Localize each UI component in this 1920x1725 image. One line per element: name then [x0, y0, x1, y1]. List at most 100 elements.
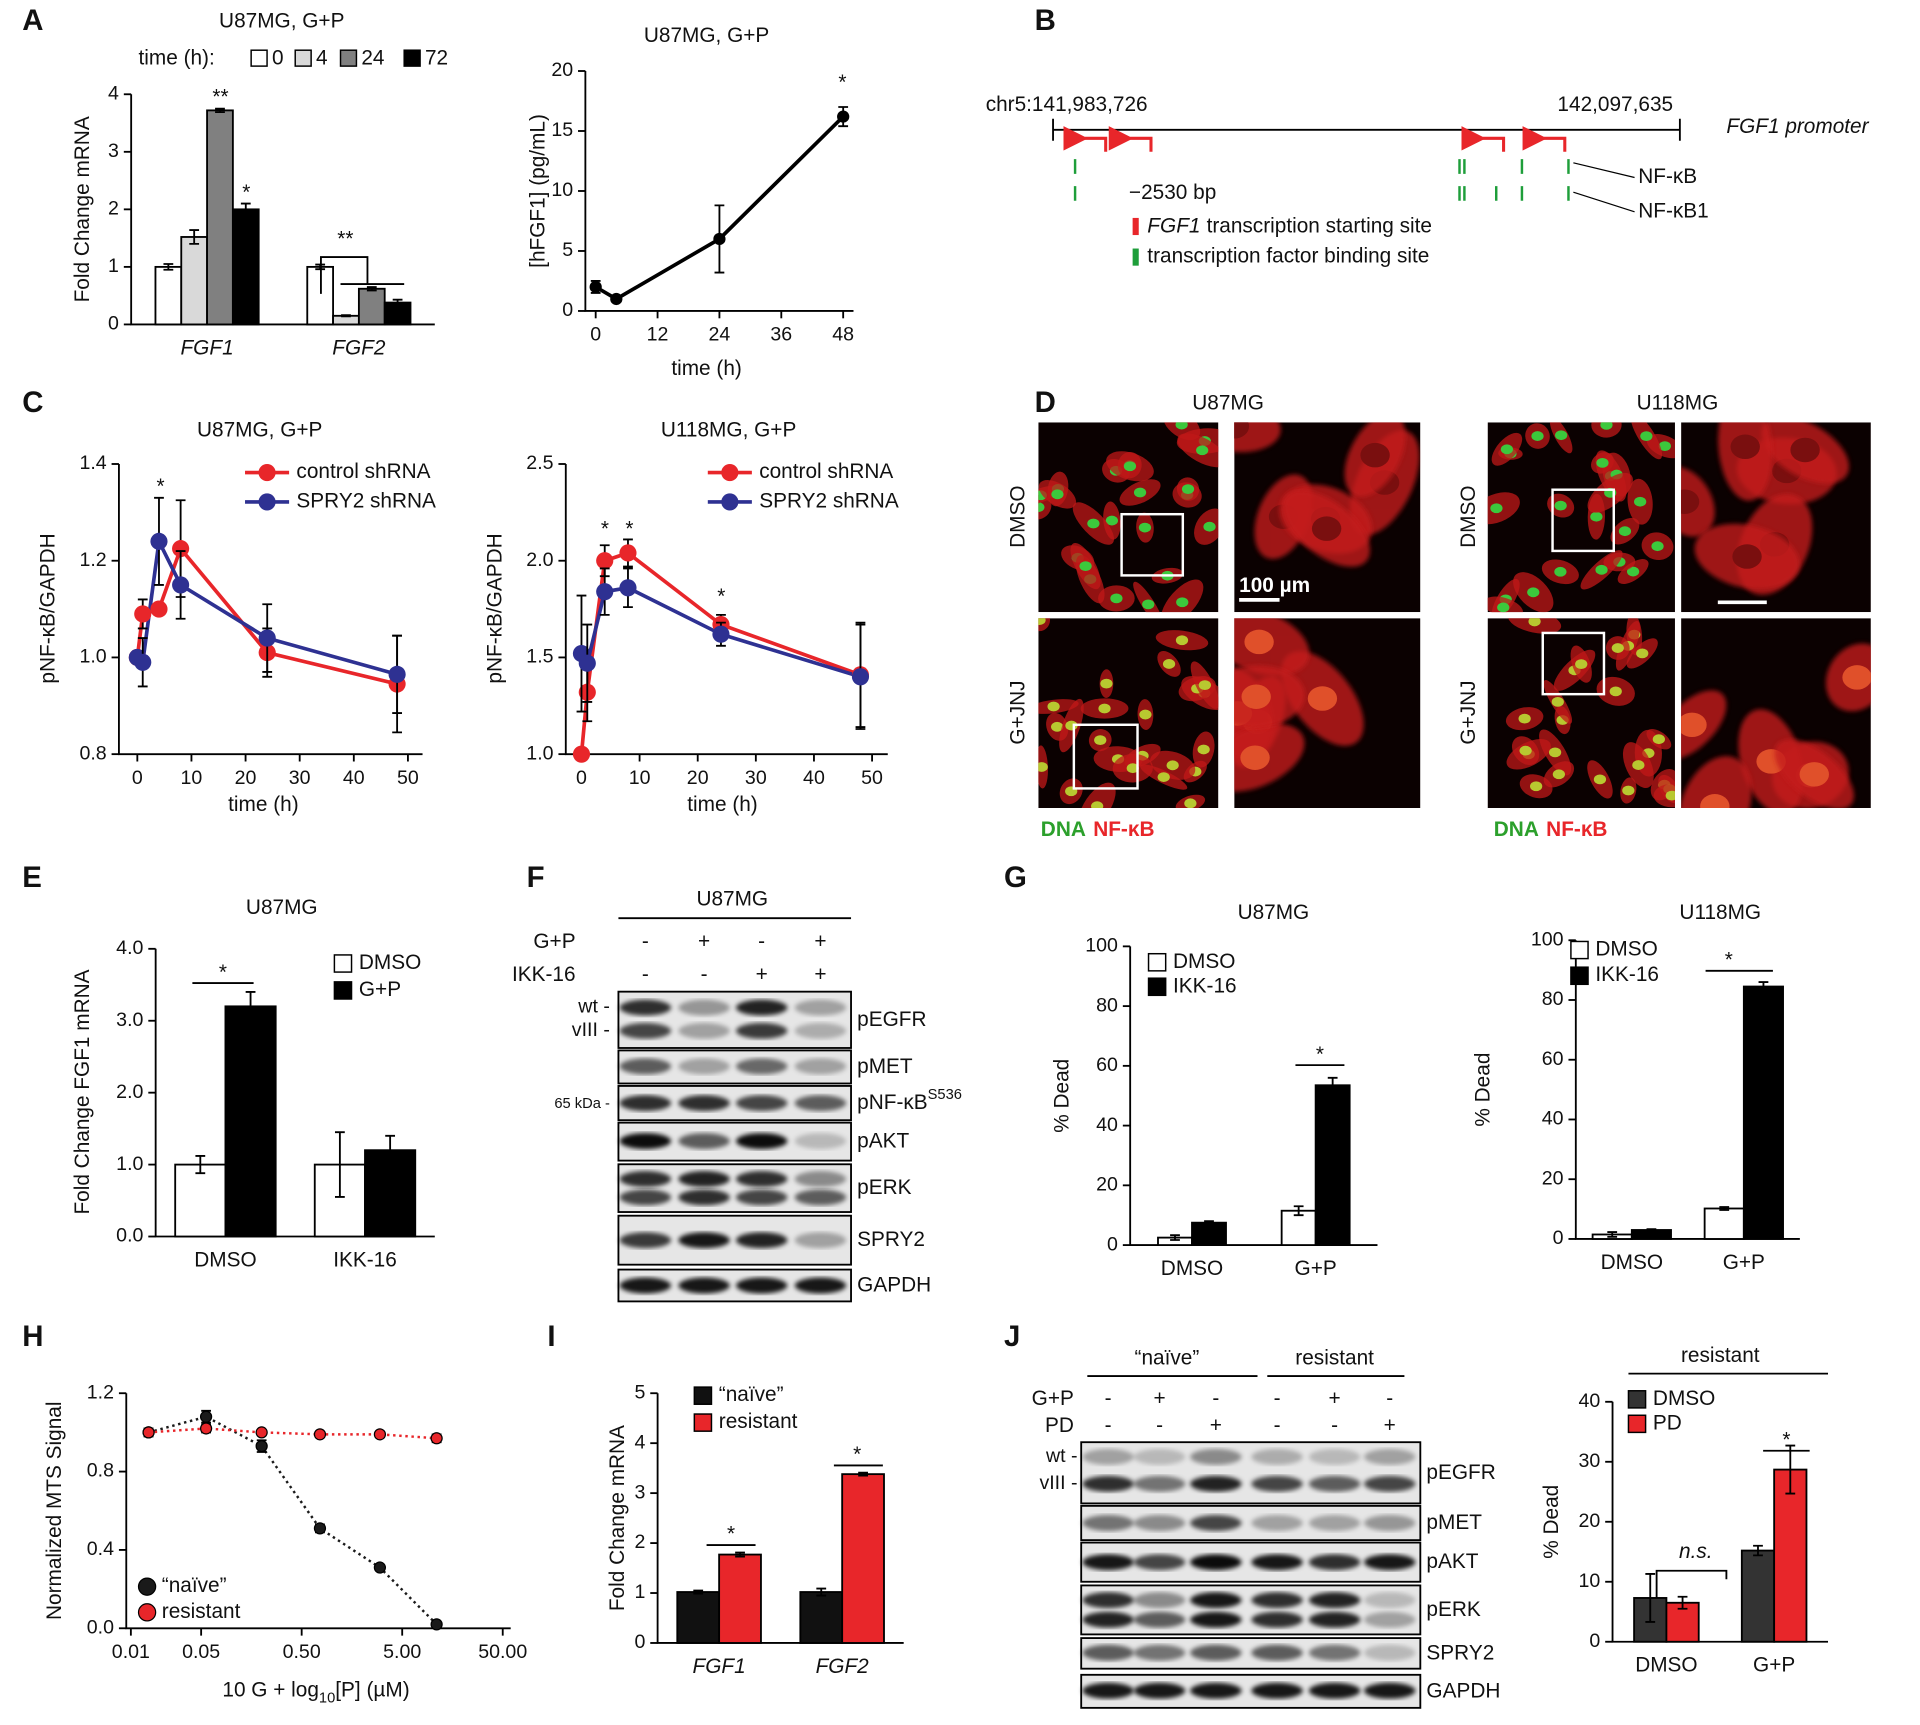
- x-tick-label: DMSO: [1601, 1251, 1663, 1274]
- panel-label: E: [22, 861, 42, 894]
- y-tick-label: 0: [562, 299, 573, 321]
- legend-swatch: [1132, 217, 1139, 236]
- y-tick-label: 30: [1579, 1450, 1601, 1472]
- stain-nfkb: NF-κB: [1546, 818, 1607, 841]
- y-tick-label: 80: [1096, 994, 1118, 1016]
- nucleus: [1732, 544, 1762, 569]
- error-bar: [1719, 1206, 1730, 1211]
- treatment-sign: +: [698, 930, 710, 953]
- nucleus: [1176, 597, 1189, 608]
- legend-label: 4: [316, 46, 328, 69]
- blot-band: [1251, 1554, 1303, 1571]
- legend-swatch: [693, 1413, 713, 1432]
- y-tick-label: 100: [1531, 928, 1564, 950]
- nucleus: [1079, 561, 1092, 572]
- bar: [676, 1591, 721, 1644]
- x-tick-label: 30: [289, 767, 311, 789]
- y-tick-label: 5: [562, 239, 573, 261]
- y-tick-label: 1: [108, 255, 119, 277]
- band-label: pEGFR: [857, 1007, 926, 1030]
- legend-label: DMSO: [1173, 950, 1235, 973]
- error-bar: [1607, 1231, 1618, 1238]
- blot-band: [794, 1022, 847, 1039]
- blot-band: [1133, 1592, 1186, 1609]
- error-bar: [366, 286, 377, 292]
- legend-marker: [258, 463, 276, 482]
- x-tick-label: 50: [861, 767, 883, 789]
- point: [255, 1439, 268, 1453]
- legend-label: DMSO: [1653, 1387, 1715, 1410]
- y-tick-label: 0.8: [87, 1460, 114, 1482]
- blot-band: [1308, 1515, 1361, 1531]
- treatment-sign: +: [814, 930, 826, 953]
- chart-title: U87MG: [246, 896, 318, 919]
- treatment-sign: +: [1153, 1387, 1165, 1410]
- x-tick-label: FGF1: [693, 1655, 746, 1678]
- nucleus: [1038, 618, 1046, 625]
- treatment-sign: -: [1105, 1387, 1112, 1410]
- blot-band: [1190, 1592, 1242, 1609]
- point: [589, 280, 602, 294]
- band-label: pERK: [1426, 1597, 1480, 1620]
- band-name: GAPDH: [857, 1273, 931, 1296]
- legend-label: “naïve”: [162, 1574, 227, 1597]
- point: [172, 576, 190, 594]
- blot-band: [735, 1022, 788, 1039]
- x-tick-label: 0: [590, 324, 601, 346]
- chromosome-line: [1052, 118, 1681, 141]
- blot-band: [619, 1095, 672, 1112]
- point: [142, 1426, 155, 1439]
- bar: [206, 109, 234, 326]
- y-tick-label: 60: [1542, 1048, 1564, 1070]
- nucleus: [1240, 745, 1270, 770]
- nucleus: [1110, 593, 1123, 604]
- nucleus: [1490, 503, 1503, 514]
- y-tick-label: 100: [1085, 935, 1118, 957]
- blot-band: [1251, 1475, 1303, 1492]
- band-label: GAPDH: [1426, 1679, 1500, 1702]
- point: [150, 600, 168, 618]
- condition-label: G+JNJ: [1457, 680, 1480, 744]
- bar: [1773, 1468, 1808, 1643]
- nucleus: [1626, 566, 1640, 577]
- blot-band: [1133, 1515, 1186, 1531]
- band-label: pERK: [857, 1176, 911, 1199]
- site-leaders: [1573, 162, 1635, 213]
- stain-label: DNA NF-κB: [1494, 818, 1608, 841]
- nucleus: [1600, 422, 1613, 430]
- legend-label: transcription factor binding site: [1147, 245, 1429, 268]
- treatment-label: IKK-16: [512, 963, 576, 986]
- y-tick-label: 2.5: [526, 452, 553, 474]
- legend-label: 24: [361, 46, 384, 69]
- error-bar: [215, 107, 225, 114]
- band-name: pAKT: [1426, 1550, 1478, 1573]
- treatment-sign: -: [642, 930, 649, 953]
- point: [150, 532, 168, 550]
- size-marker: 65 kDa -: [554, 1096, 610, 1112]
- y-tick-label: 0: [1107, 1233, 1118, 1255]
- treatment-sign: -: [1331, 1414, 1338, 1437]
- y-tick-label: 3.0: [116, 1009, 143, 1031]
- tss-arrow: [1108, 126, 1153, 152]
- treatment-sign: +: [1329, 1387, 1341, 1410]
- treatment-sign: -: [1274, 1414, 1281, 1437]
- nucleus: [1360, 442, 1390, 468]
- x-tick-label: 12: [647, 324, 669, 346]
- chart-title: U118MG, G+P: [661, 418, 796, 441]
- blot-band: [678, 1189, 730, 1206]
- y-tick-label: 0.0: [116, 1225, 143, 1247]
- treatment-label: G+P: [1032, 1387, 1074, 1410]
- legend-swatch: [1147, 977, 1167, 997]
- nucleus: [1497, 602, 1510, 613]
- y-tick-label: 20: [1542, 1167, 1564, 1189]
- y-tick-label: 1: [634, 1581, 645, 1603]
- blot-band: [735, 1277, 788, 1294]
- legend-swatch: [294, 49, 312, 67]
- blot-band: [735, 1133, 788, 1149]
- error-bar: [1293, 1205, 1304, 1217]
- y-tick-label: 0: [1553, 1227, 1564, 1249]
- legend-swatch: [1147, 952, 1167, 972]
- annotation: *: [1725, 949, 1733, 972]
- blot-band: [1082, 1554, 1134, 1571]
- legend-swatch: [403, 49, 421, 67]
